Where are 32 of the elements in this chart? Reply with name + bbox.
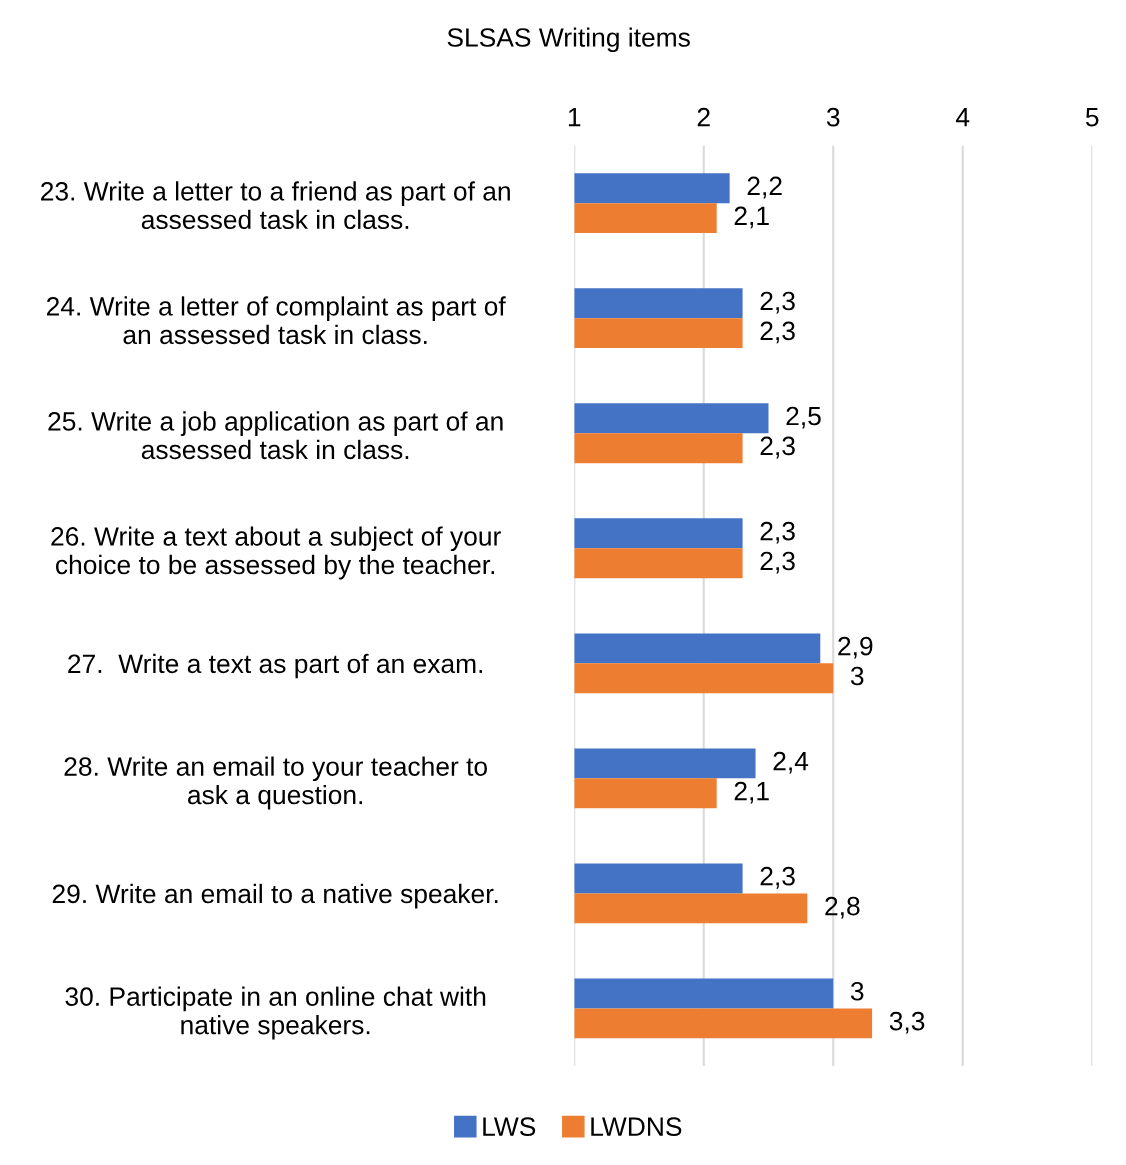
data-label: 3 bbox=[850, 981, 864, 1001]
data-label: 2,1 bbox=[734, 206, 769, 229]
data-label: 2,3 bbox=[760, 291, 795, 314]
x-tick-label: 4 bbox=[956, 108, 970, 127]
y-tick-label: 29. Write an email to a native speaker. bbox=[52, 883, 498, 909]
data-label: 2,2 bbox=[747, 176, 782, 199]
y-tick-label: 23. Write a letter to a friend as part of an assessed task in class. bbox=[41, 181, 510, 230]
data-label: 3,3 bbox=[889, 1011, 925, 1034]
y-tick-label: 25. Write a job application as part of an assessed task in class. bbox=[48, 411, 503, 460]
data-label: 2,5 bbox=[786, 406, 821, 429]
x-tick-label: 2 bbox=[697, 107, 710, 127]
data-label: 2,8 bbox=[825, 896, 860, 919]
x-tick-label: 1 bbox=[568, 108, 581, 127]
legend-label: LWDNS bbox=[591, 1117, 682, 1137]
data-label: 2,3 bbox=[760, 436, 795, 459]
data-label: 3 bbox=[850, 666, 864, 686]
y-tick-label: 30. Participate in an online chat with native speakers. bbox=[65, 986, 486, 1040]
y-tick-label: 24. Write a letter of complaint as part of an assessed task in class. bbox=[46, 296, 506, 345]
y-tick-label: 26. Write a text about a subject of your choice to be assessed by the teacher. bbox=[51, 526, 501, 580]
x-tick-label: 5 bbox=[1085, 108, 1099, 127]
y-tick-label: 27. Write a text as part of an exam. bbox=[68, 653, 483, 679]
data-label: 2,3 bbox=[760, 321, 795, 344]
legend-label: LWS bbox=[483, 1117, 536, 1137]
chart-title: SLSAS Writing items bbox=[447, 27, 690, 53]
data-label: 2,9 bbox=[838, 636, 873, 659]
data-label: 2,3 bbox=[760, 521, 795, 544]
data-label: 2,3 bbox=[760, 551, 795, 574]
data-label: 2,3 bbox=[760, 866, 795, 889]
data-label: 2,1 bbox=[734, 781, 769, 804]
data-label: 2,4 bbox=[773, 751, 809, 774]
x-tick-label: 3 bbox=[826, 107, 840, 127]
y-tick-label: 28. Write an email to your teacher to ask a question. bbox=[64, 756, 487, 810]
